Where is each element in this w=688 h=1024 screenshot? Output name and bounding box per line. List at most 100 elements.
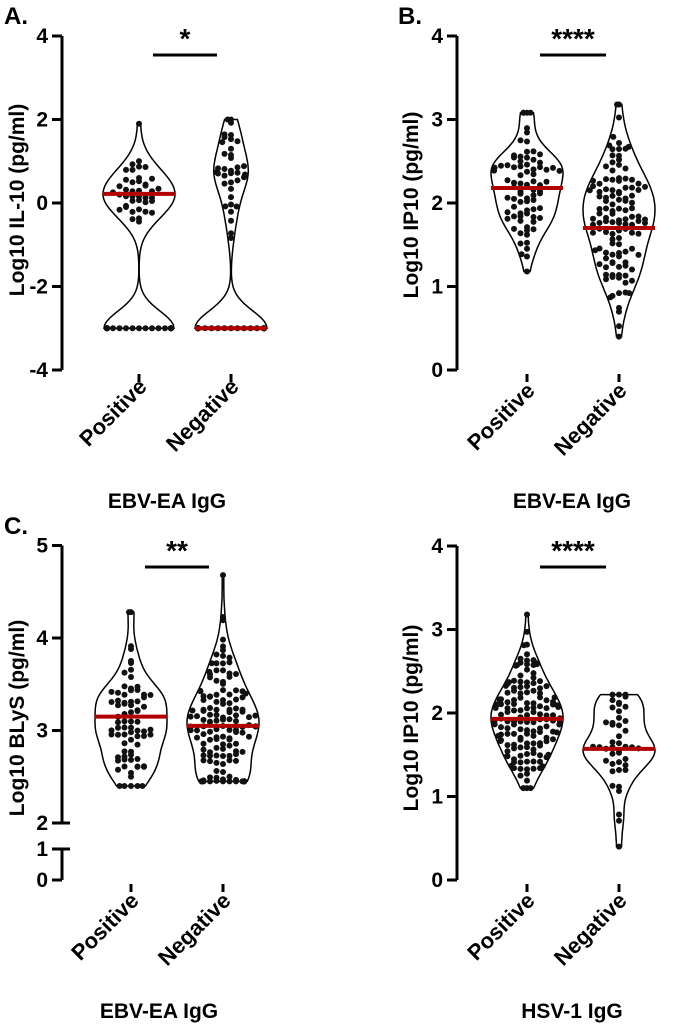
data-point: [128, 718, 134, 725]
data-point: [517, 672, 524, 679]
category-label-positive: Positive: [66, 888, 143, 965]
data-point: [220, 687, 226, 694]
data-point: [530, 680, 537, 687]
data-point: [622, 727, 629, 734]
data-point: [520, 785, 527, 792]
data-point: [220, 745, 226, 752]
data-point: [517, 759, 524, 766]
data-point: [213, 759, 220, 766]
data-point: [622, 175, 629, 182]
data-point: [616, 250, 622, 256]
data-point: [616, 175, 622, 182]
data-point: [108, 699, 115, 705]
data-point: [530, 728, 537, 735]
x-axis-title: EBV-EA IgG: [108, 490, 226, 513]
data-point: [129, 208, 136, 215]
data-point: [123, 166, 129, 173]
data-point: [226, 735, 233, 742]
data-point: [220, 572, 226, 579]
data-point: [207, 718, 213, 725]
data-point: [228, 185, 234, 192]
data-point: [116, 325, 123, 332]
x-axis-title: HSV-1 IgG: [521, 1000, 623, 1023]
data-point: [622, 762, 629, 769]
data-point: [162, 325, 168, 332]
data-point: [128, 729, 134, 736]
data-point: [596, 193, 603, 200]
data-point: [136, 206, 142, 213]
data-point: [149, 175, 155, 182]
data-point: [537, 758, 543, 765]
data-point: [543, 723, 550, 730]
y-tick-label: 3: [431, 109, 443, 132]
data-point: [537, 711, 543, 718]
data-point: [116, 206, 123, 213]
data-point: [121, 783, 128, 789]
data-point: [606, 142, 613, 149]
data-point: [511, 756, 517, 763]
data-point: [123, 186, 129, 193]
data-point: [142, 208, 149, 215]
data-point: [136, 175, 142, 181]
data-point: [239, 694, 246, 701]
data-point: [622, 691, 629, 698]
data-point: [616, 708, 622, 715]
y-tick-label: 4: [36, 25, 48, 48]
data-point: [517, 772, 524, 779]
data-point: [607, 294, 614, 301]
data-point: [524, 700, 530, 707]
data-point: [233, 671, 239, 677]
data-point: [149, 325, 155, 332]
data-point: [553, 729, 560, 736]
data-point: [517, 153, 524, 160]
data-point: [530, 670, 537, 677]
y-axis-title: Log10 BLyS (pg/ml): [6, 620, 29, 816]
data-point: [126, 609, 132, 616]
data-point: [207, 728, 213, 735]
data-point: [134, 763, 141, 770]
data-point: [629, 245, 635, 252]
data-point: [121, 740, 128, 747]
y-tick-label: 3: [431, 619, 443, 642]
data-point: [609, 697, 616, 704]
data-point: [530, 178, 537, 185]
y-tick-label: 0: [36, 192, 48, 215]
data-point: [207, 736, 213, 743]
data-point: [493, 701, 500, 708]
data-point: [224, 116, 231, 123]
data-point: [228, 136, 234, 143]
data-point: [530, 709, 537, 716]
data-point: [517, 180, 524, 187]
y-tick-label: 0: [431, 359, 443, 382]
data-point: [517, 736, 524, 743]
data-point: [514, 662, 520, 669]
data-point: [134, 718, 141, 725]
data-point: [115, 724, 121, 731]
data-point: [635, 218, 642, 224]
data-point: [220, 700, 226, 707]
data-point: [222, 203, 229, 210]
data-point: [504, 699, 511, 706]
data-point: [616, 308, 622, 315]
data-point: [197, 688, 204, 695]
data-point: [530, 214, 537, 220]
data-point: [622, 221, 629, 228]
data-point: [629, 192, 635, 199]
data-point: [622, 216, 629, 223]
data-point: [226, 659, 233, 666]
category-label-negative: Negative: [161, 374, 244, 457]
data-point: [616, 759, 622, 766]
category-label-negative: Negative: [549, 378, 632, 461]
data-point: [537, 205, 543, 212]
data-point: [115, 697, 121, 704]
data-point: [622, 184, 629, 191]
data-point: [609, 230, 616, 237]
data-point: [609, 782, 616, 789]
y-tick-label: 1: [431, 276, 443, 299]
data-point: [129, 179, 136, 186]
data-point: [136, 218, 142, 225]
data-point: [213, 691, 220, 698]
data-point: [226, 778, 233, 785]
data-point: [194, 734, 200, 741]
data-point: [128, 736, 134, 743]
